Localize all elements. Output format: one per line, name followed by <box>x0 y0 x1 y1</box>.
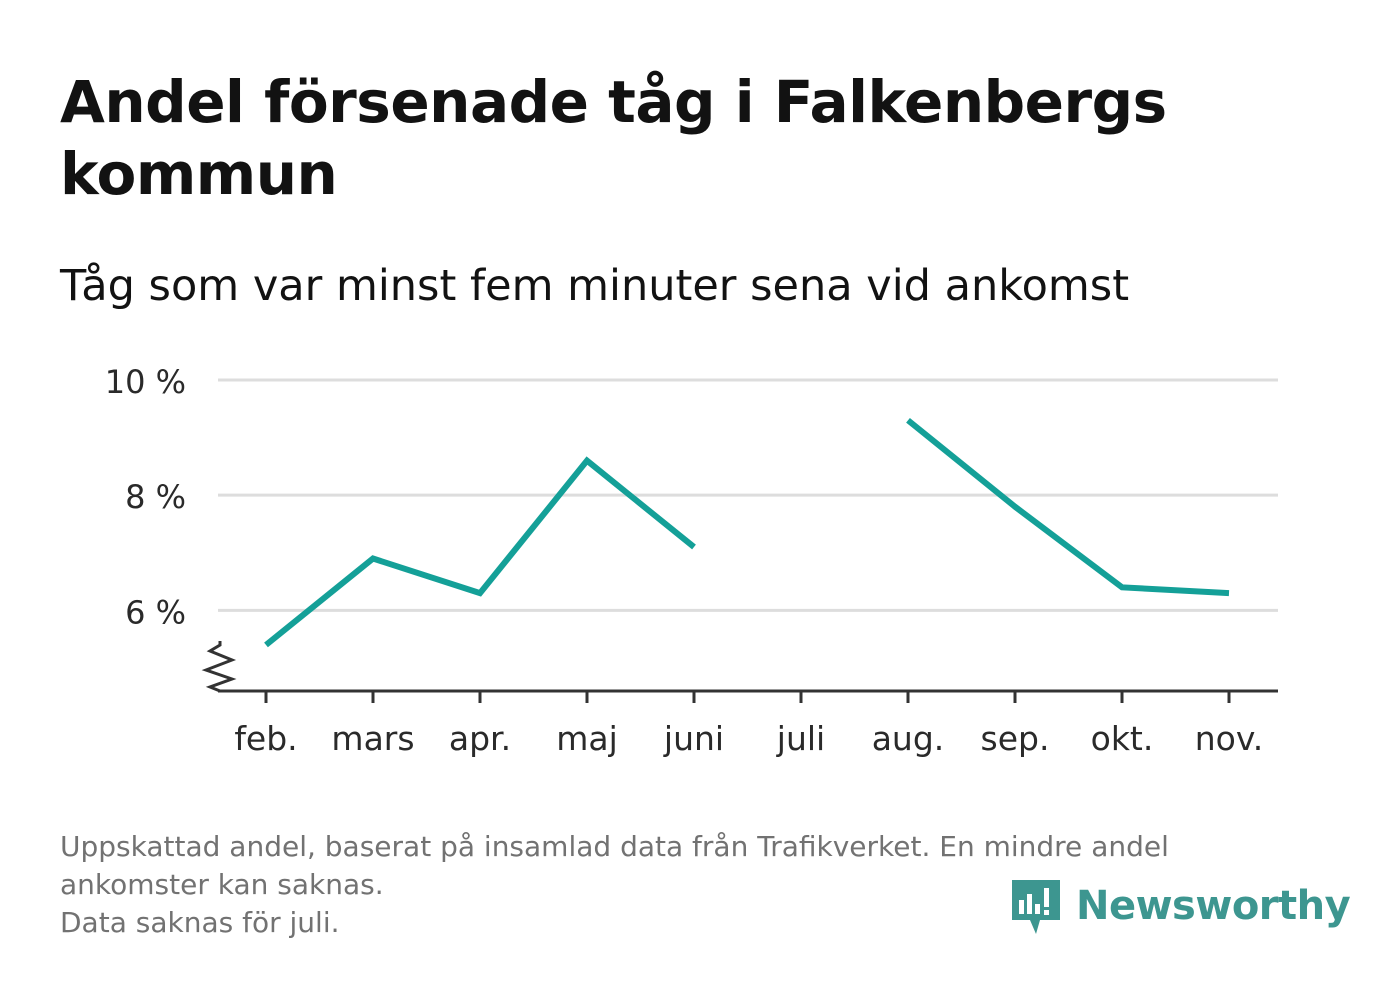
x-tick-label: feb. <box>234 719 297 758</box>
series-line <box>906 417 1230 597</box>
x-tick-label: mars <box>331 719 414 758</box>
axis-break-icon <box>201 641 237 693</box>
y-tick-label: 6 % <box>125 593 186 631</box>
brand-name: Newsworthy <box>1076 883 1351 929</box>
newsworthy-logo-icon <box>1012 880 1060 934</box>
footnote-line-3: Data saknas för juli. <box>60 906 340 939</box>
footnote-line-2: ankomster kan saknas. <box>60 868 384 901</box>
line-chart: 6 % 8 % 10 % feb. mars apr. maj juni juli aug. se… <box>105 363 1278 758</box>
x-tick-labels: feb. mars apr. maj juni juli aug. sep. okt. nov. <box>234 719 1263 758</box>
x-tick-label: juni <box>663 719 724 758</box>
x-tick-label: maj <box>556 719 618 758</box>
series-line <box>264 456 696 648</box>
x-tick-label: juli <box>776 719 825 758</box>
x-tick-label: apr. <box>449 719 511 758</box>
y-tick-label: 8 % <box>125 478 186 516</box>
footnote: Uppskattad andel, baserat på insamlad da… <box>60 828 1320 942</box>
x-tick-label: nov. <box>1195 719 1264 758</box>
y-tick-label: 10 % <box>105 363 186 401</box>
y-tick-labels: 6 % 8 % 10 % <box>105 363 186 631</box>
x-tick-label: sep. <box>981 719 1050 758</box>
x-tick-label: aug. <box>872 719 945 758</box>
series-lines <box>264 417 1230 648</box>
grid-lines <box>218 378 1278 612</box>
footnote-line-1: Uppskattad andel, baserat på insamlad da… <box>60 830 1169 863</box>
x-axis <box>201 641 1278 703</box>
x-tick-label: okt. <box>1091 719 1154 758</box>
chart-subtitle: Tåg som var minst fem minuter sena vid a… <box>60 261 1130 311</box>
brand: Newsworthy <box>1010 876 1351 936</box>
chart-title: Andel försenade tåg i Falkenbergs kommun <box>60 68 1167 208</box>
